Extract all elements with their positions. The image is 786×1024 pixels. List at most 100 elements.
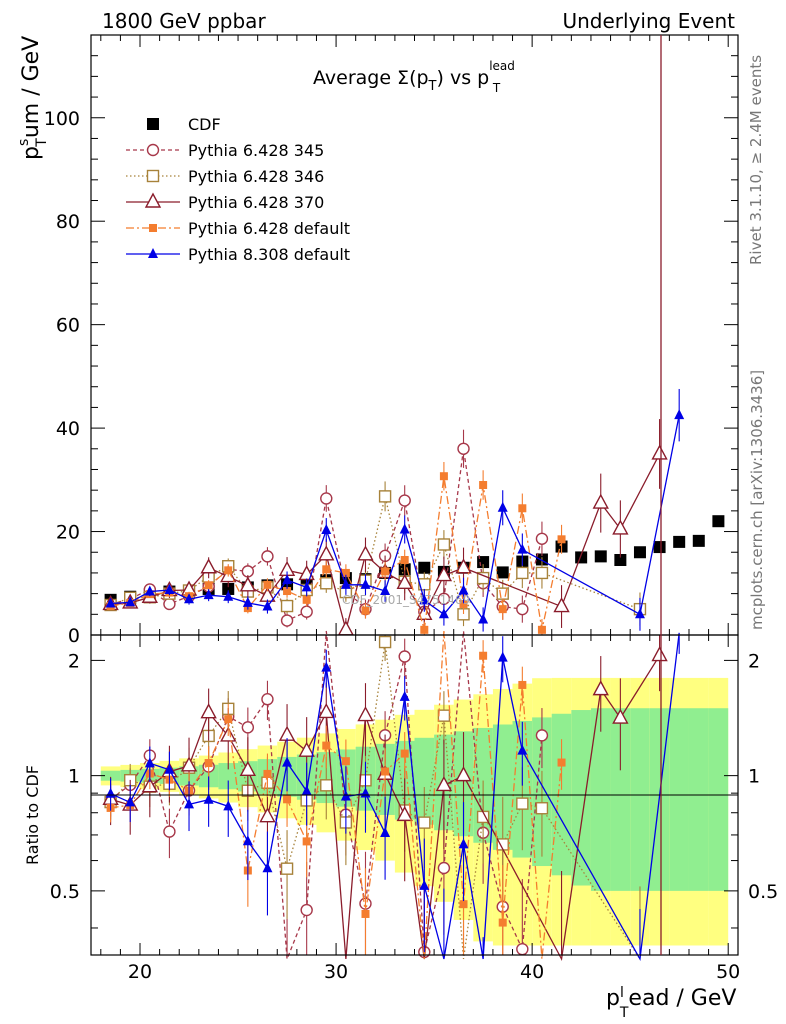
ratio-point: [320, 779, 333, 792]
legend-marker-pythia-6-428-default: [149, 224, 157, 232]
legend-label-pythia-6-428-346: Pythia 6.428 346: [188, 167, 324, 186]
ratio-point: [163, 825, 176, 838]
title-mid: ) vs p: [437, 67, 490, 89]
data-point: [184, 593, 195, 604]
data-point: [633, 546, 646, 559]
ratio-ylabel: Ratio to CDF: [23, 765, 42, 865]
data-point: [242, 596, 253, 607]
data-point: [455, 558, 472, 574]
data-point: [517, 543, 528, 554]
ratio-band-green: [669, 708, 689, 891]
title-sub2: T: [492, 81, 501, 95]
data-point: [612, 519, 629, 535]
legend-marker-pythia-6-428-370: [144, 192, 162, 208]
ratio-band-green: [218, 763, 239, 790]
ratio-point: [419, 879, 430, 890]
data-point: [439, 472, 448, 481]
ratio-point: [262, 862, 273, 873]
data-point: [300, 605, 313, 618]
x-tick-label: 20: [128, 961, 152, 983]
data-point: [398, 494, 411, 507]
ylabel-sub: T: [34, 138, 50, 148]
ratio-point: [223, 800, 234, 811]
ratio-point: [200, 703, 217, 719]
ratio-point: [516, 797, 529, 810]
analysis-watermark: CDF_2001_S4751469: [342, 593, 470, 607]
ratio-tick-label-right: 1: [748, 766, 760, 788]
legend-marker-cdf: [147, 118, 159, 130]
ratio-point: [378, 635, 392, 649]
data-point: [322, 565, 331, 574]
data-point: [674, 409, 685, 420]
ratio-point: [180, 756, 198, 772]
ratio-point: [592, 680, 609, 696]
ratio-point: [361, 909, 370, 918]
ratio-point: [459, 900, 468, 909]
data-point: [692, 534, 705, 547]
ratio-point: [399, 690, 410, 701]
xlabel: pl Tead / GeV: [606, 985, 736, 1021]
ratio-point: [242, 835, 253, 846]
legend-label-pythia-6-428-345: Pythia 6.428 345: [188, 141, 324, 160]
data-point: [360, 578, 371, 589]
ratio-point: [301, 785, 312, 796]
x-tick-label: 30: [324, 961, 348, 983]
xlabel-sup: l: [620, 985, 624, 1001]
series-line-pythia-8-308-default: [110, 415, 680, 622]
ratio-point: [282, 756, 293, 767]
ratio-point: [400, 749, 409, 758]
data-point: [498, 605, 507, 614]
ratio-point: [318, 702, 335, 719]
ratio-point: [479, 651, 488, 660]
data-point: [634, 608, 645, 619]
ratio-band-green: [571, 710, 591, 886]
data-point: [163, 597, 176, 611]
data-point: [592, 493, 609, 509]
ratio-point: [239, 760, 257, 777]
ratio-tick-label-left: 1: [68, 766, 80, 788]
data-point: [438, 608, 449, 619]
data-point: [224, 566, 233, 575]
legend: CDF Pythia 6.428 345 Pythia 6.428 346 Pythi…: [126, 115, 350, 264]
xlabel-rest: ead / GeV: [628, 986, 736, 1011]
data-point: [478, 613, 489, 624]
data-point: [419, 594, 430, 605]
ratio-point: [144, 757, 155, 768]
data-point: [400, 556, 409, 564]
data-point: [418, 561, 431, 574]
legend-marker-pythia-6-428-345: [146, 143, 160, 157]
ratio-point: [437, 861, 451, 875]
ratio-series-pythia-8-308-default: [105, 632, 680, 962]
data-point: [340, 578, 351, 589]
ratio-point: [184, 798, 195, 809]
main-series-group: [102, 388, 725, 636]
data-point: [420, 625, 429, 634]
ratio-point: [418, 816, 431, 829]
title-main: Average Σ(p: [313, 67, 429, 89]
y-tick-label: 80: [56, 211, 80, 233]
ratio-point: [651, 646, 668, 662]
data-point: [381, 567, 390, 576]
data-point: [263, 580, 272, 589]
ratio-point: [263, 769, 272, 778]
ratio-series-group: [102, 630, 680, 962]
ratio-point: [322, 741, 331, 750]
data-point: [518, 504, 527, 513]
data-point: [361, 606, 370, 615]
ratio-point: [381, 767, 390, 776]
data-point: [164, 584, 175, 594]
ratio-line-pythia-6-428-346: [110, 641, 641, 960]
data-point: [396, 573, 413, 589]
data-point: [399, 523, 410, 534]
data-point: [204, 581, 213, 590]
data-point: [280, 599, 294, 613]
ratio-band-green: [100, 770, 121, 781]
ratio-band-green: [590, 708, 611, 891]
header-left: 1800 GeV ppbar: [102, 9, 266, 33]
ratio-point: [302, 837, 311, 846]
ratio-point: [357, 706, 374, 722]
data-point: [262, 600, 273, 611]
series-line-pythia-6-428-default: [110, 476, 563, 631]
x-tick-label: 40: [520, 961, 544, 983]
ratio-band-green: [610, 708, 631, 891]
